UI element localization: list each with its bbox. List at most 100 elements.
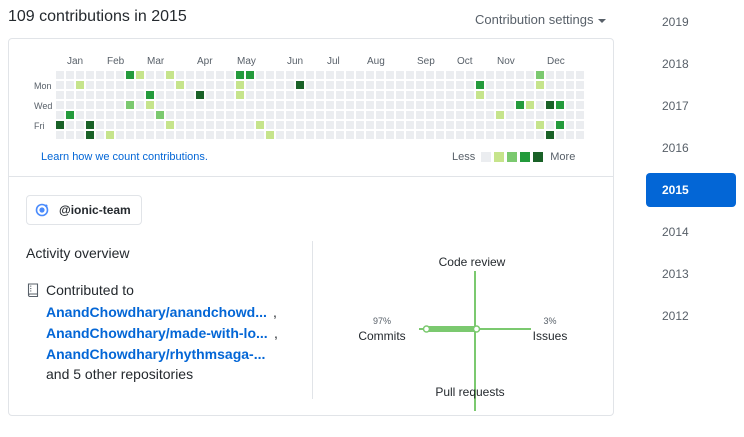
- contribution-day: [436, 81, 444, 89]
- contribution-calendar: Jan Feb Mar Apr May Jun Jul Aug Sep Oct Nov Dec Mon W…: [34, 56, 584, 139]
- contribution-day[interactable]: [236, 81, 244, 89]
- contribution-day: [276, 81, 284, 89]
- year-link-2016[interactable]: 2016: [662, 141, 689, 155]
- contribution-day[interactable]: [246, 71, 254, 79]
- contribution-day: [326, 71, 334, 79]
- contribution-day[interactable]: [266, 131, 274, 139]
- org-filter-button[interactable]: @ionic-team: [26, 195, 142, 225]
- contribution-day: [526, 71, 534, 79]
- contribution-day[interactable]: [546, 131, 554, 139]
- contribution-card: Jan Feb Mar Apr May Jun Jul Aug Sep Oct Nov Dec Mon W…: [8, 38, 614, 416]
- year-link-2012[interactable]: 2012: [662, 309, 689, 323]
- contribution-day[interactable]: [516, 101, 524, 109]
- contribution-day: [436, 121, 444, 129]
- contribution-day: [316, 91, 324, 99]
- contribution-day[interactable]: [56, 121, 64, 129]
- contribution-day: [566, 81, 574, 89]
- contribution-day[interactable]: [166, 71, 174, 79]
- contribution-day[interactable]: [106, 131, 114, 139]
- contribution-day: [506, 91, 514, 99]
- contribution-day: [296, 71, 304, 79]
- repo-link-made-with-lo[interactable]: AnandChowdhary/made-with-lo...: [46, 325, 268, 341]
- contribution-day[interactable]: [166, 121, 174, 129]
- contribution-settings-dropdown[interactable]: Contribution settings: [475, 12, 606, 27]
- legend-more-label: More: [550, 151, 576, 163]
- repo-link-anandchowd[interactable]: AnandChowdhary/anandchowd...: [46, 304, 267, 320]
- year-link-2019[interactable]: 2019: [662, 15, 689, 29]
- contribution-day[interactable]: [536, 71, 544, 79]
- contribution-day[interactable]: [236, 91, 244, 99]
- contribution-day: [346, 131, 354, 139]
- contribution-day: [296, 111, 304, 119]
- contribution-legend: Less More: [452, 151, 575, 163]
- contribution-day: [266, 91, 274, 99]
- contribution-day: [406, 131, 414, 139]
- contribution-day[interactable]: [66, 111, 74, 119]
- contribution-day: [176, 91, 184, 99]
- contribution-day: [366, 81, 374, 89]
- contribution-day: [446, 81, 454, 89]
- contribution-day[interactable]: [76, 81, 84, 89]
- contribution-day: [396, 91, 404, 99]
- contribution-day[interactable]: [476, 91, 484, 99]
- contribution-day: [566, 91, 574, 99]
- contribution-day[interactable]: [126, 71, 134, 79]
- contribution-day: [226, 81, 234, 89]
- contribution-day[interactable]: [136, 71, 144, 79]
- contribution-day: [66, 91, 74, 99]
- contribution-day[interactable]: [236, 71, 244, 79]
- contribution-day: [406, 111, 414, 119]
- activity-point-issues: [472, 325, 481, 333]
- contribution-day: [56, 101, 64, 109]
- contribution-day[interactable]: [546, 101, 554, 109]
- contribution-day: [206, 101, 214, 109]
- contribution-day: [526, 131, 534, 139]
- contribution-day: [416, 101, 424, 109]
- contribution-day: [326, 121, 334, 129]
- contribution-day: [546, 111, 554, 119]
- contribution-day[interactable]: [86, 131, 94, 139]
- contribution-day[interactable]: [256, 121, 264, 129]
- contribution-day[interactable]: [476, 81, 484, 89]
- contribution-day: [66, 71, 74, 79]
- repo-link-rhythmsaga[interactable]: AnandChowdhary/rhythmsaga-...: [46, 346, 266, 362]
- year-link-2018[interactable]: 2018: [662, 57, 689, 71]
- contribution-day: [286, 131, 294, 139]
- contribution-day: [546, 121, 554, 129]
- contribution-day[interactable]: [176, 81, 184, 89]
- learn-contributions-link[interactable]: Learn how we count contributions.: [41, 151, 208, 163]
- contribution-day[interactable]: [156, 111, 164, 119]
- contribution-day: [346, 111, 354, 119]
- contribution-day[interactable]: [126, 101, 134, 109]
- contribution-day[interactable]: [536, 121, 544, 129]
- contribution-day[interactable]: [296, 81, 304, 89]
- year-link-2017[interactable]: 2017: [662, 99, 689, 113]
- year-link-2014[interactable]: 2014: [662, 225, 689, 239]
- contribution-day[interactable]: [536, 81, 544, 89]
- contribution-day[interactable]: [86, 121, 94, 129]
- contribution-day: [486, 111, 494, 119]
- contribution-day: [576, 91, 584, 99]
- year-link-2013[interactable]: 2013: [662, 267, 689, 281]
- month-label: Jul: [327, 56, 340, 67]
- contribution-day: [506, 131, 514, 139]
- year-link-2015[interactable]: 2015: [646, 173, 736, 207]
- repo-separator: ,: [274, 325, 278, 341]
- repo-separator: ,: [273, 304, 277, 320]
- contribution-day: [546, 91, 554, 99]
- contribution-day[interactable]: [146, 91, 154, 99]
- contribution-day[interactable]: [146, 101, 154, 109]
- contribution-day: [416, 71, 424, 79]
- contribution-day[interactable]: [196, 91, 204, 99]
- contribution-day[interactable]: [496, 111, 504, 119]
- contribution-day[interactable]: [556, 121, 564, 129]
- contribution-day: [466, 71, 474, 79]
- contribution-day[interactable]: [526, 101, 534, 109]
- contribution-day: [396, 121, 404, 129]
- contribution-day: [516, 111, 524, 119]
- contribution-day[interactable]: [556, 101, 564, 109]
- contribution-day: [116, 121, 124, 129]
- contribution-day: [106, 111, 114, 119]
- contribution-day: [66, 121, 74, 129]
- contribution-day: [236, 121, 244, 129]
